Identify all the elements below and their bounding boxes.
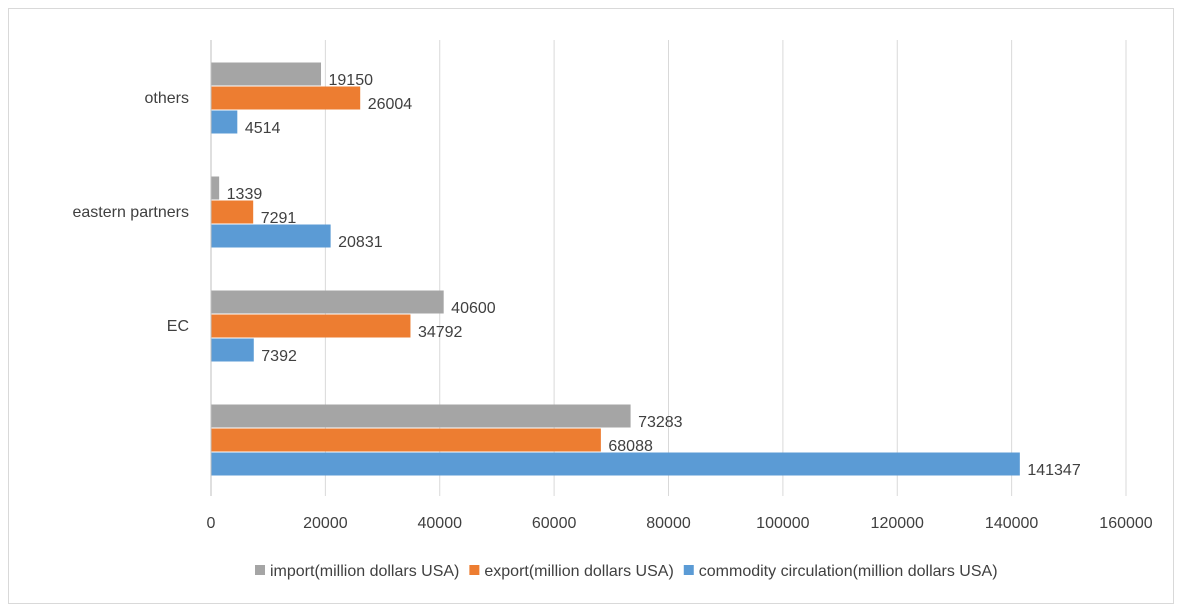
category-label: EC [167, 318, 189, 335]
bar [211, 110, 238, 134]
data-label: 26004 [368, 96, 413, 113]
bar [211, 290, 444, 314]
legend-entry: export(million dollars USA) [484, 563, 673, 580]
x-tick-label: 60000 [532, 515, 577, 532]
bar [211, 338, 254, 362]
legend-swatch [683, 565, 694, 575]
bar [211, 86, 361, 110]
legend-swatch [255, 565, 265, 575]
data-label: 7392 [261, 348, 297, 365]
data-label: 68088 [608, 438, 653, 455]
chart-area: 0 20000 40000 60000 80000 100000 120000 140000 1… [8, 8, 1174, 604]
data-label: 20831 [338, 234, 383, 251]
x-tick-label: 80000 [646, 515, 691, 532]
x-tick-label: 40000 [418, 515, 463, 532]
data-label: 4514 [245, 120, 281, 137]
data-label: 7291 [261, 210, 297, 227]
legend-entry: import(million dollars USA) [270, 563, 459, 580]
x-tick-label: 140000 [985, 515, 1038, 532]
data-label: 34792 [418, 324, 463, 341]
x-tick-label: 0 [207, 515, 216, 532]
bar [211, 224, 331, 248]
bar [211, 428, 601, 452]
bar [211, 404, 631, 428]
bar [211, 62, 322, 86]
data-label: 19150 [329, 72, 374, 89]
x-tick-label: 120000 [871, 515, 924, 532]
data-label: 40600 [451, 300, 496, 317]
data-label: 141347 [1027, 462, 1080, 479]
x-tick-label: 100000 [756, 515, 809, 532]
data-label: 73283 [638, 414, 683, 431]
x-tick-label: 20000 [303, 515, 348, 532]
bar [211, 200, 254, 224]
category-label: others [145, 90, 189, 107]
category-label: eastern partners [72, 204, 189, 221]
data-label: 1339 [227, 186, 263, 203]
bar-chart: 0 20000 40000 60000 80000 100000 120000 140000 1… [72, 40, 1153, 580]
legend-swatch [469, 565, 480, 575]
bar [211, 452, 1020, 476]
bar [211, 176, 220, 200]
x-tick-label: 160000 [1099, 515, 1152, 532]
legend-entry: commodity circulation(million dollars US… [699, 563, 998, 580]
bar [211, 314, 411, 338]
